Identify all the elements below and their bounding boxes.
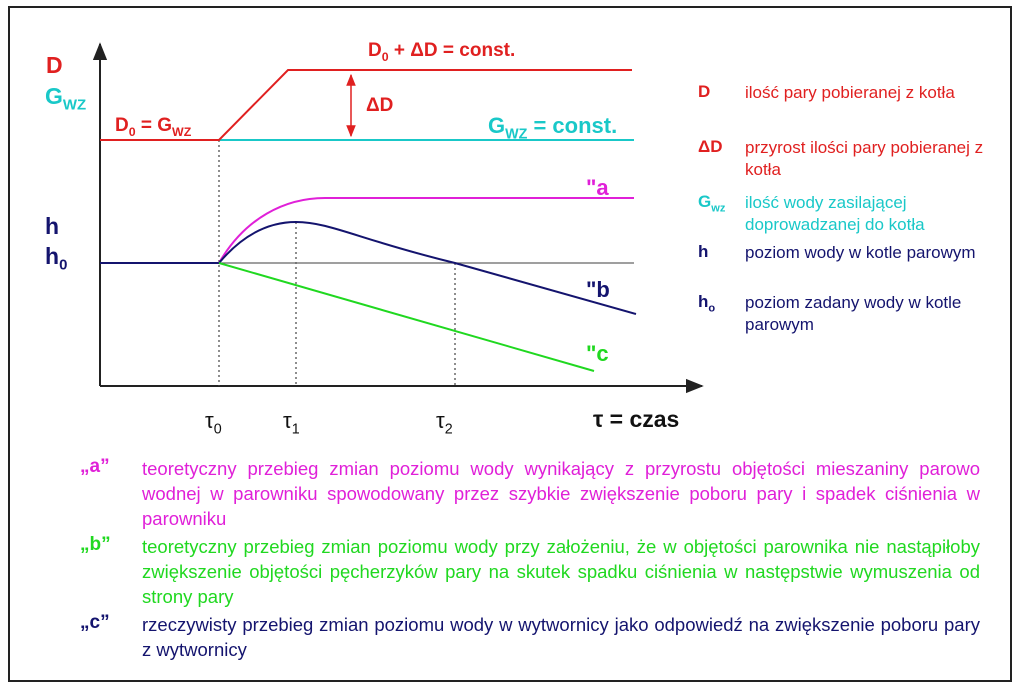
legend-text-gwz: ilość wody zasilającej doprowadzanej do … <box>745 193 925 234</box>
curve-b-theoretical <box>218 262 595 372</box>
legend-key-h0: ho <box>698 292 716 315</box>
legend-key-delta-d: ΔD <box>698 137 723 156</box>
legend-text-h: poziom wody w kotle parowym <box>745 243 976 262</box>
legend-key-d: D <box>698 82 711 101</box>
y-label-d: D <box>46 52 63 78</box>
tick-tau0: τ0 <box>205 408 222 438</box>
diagram-frame <box>8 6 1012 682</box>
note-key-a: „a” <box>80 456 110 477</box>
curve-b-label: "b <box>586 277 610 302</box>
legend-text-h0: poziom zadany wody w kotle parowym <box>745 293 962 334</box>
legend-text-d: ilość pary pobieranej z kotła <box>745 83 955 102</box>
d0-equals-gwz-label: D0 = GWZ <box>115 115 192 139</box>
note-text-c: rzeczywisty przebieg zmian poziomu wody … <box>142 614 980 660</box>
legend-text-delta-d: przyrost ilości pary pobieranej z kotła <box>745 138 984 179</box>
y-label-h: h <box>45 213 60 239</box>
y-label-gwz: GWZ <box>45 83 87 114</box>
legend-key-h: h <box>698 242 709 261</box>
curve-c-actual <box>218 220 637 315</box>
note-text-b: teoretyczny przebieg zmian poziomu wody … <box>142 536 980 607</box>
curve-a-label: "a <box>586 175 609 200</box>
d-line <box>100 69 632 141</box>
curve-c-label: "c <box>586 341 609 366</box>
legend-key-gwz: Gwz <box>698 192 726 215</box>
d0-plus-delta-label: D0 + ΔD = const. <box>368 40 516 64</box>
x-axis-label: τ = czas <box>593 406 680 432</box>
tick-tau1: τ1 <box>283 408 300 438</box>
note-key-b: „b” <box>80 534 111 555</box>
delta-d-label: ΔD <box>366 95 394 116</box>
note-key-c: „c” <box>80 612 110 633</box>
y-label-h0: h0 <box>45 243 68 274</box>
curve-a <box>218 197 634 264</box>
note-text-a: teoretyczny przebieg zmian poziomu wody … <box>142 458 980 529</box>
gwz-const-label: GWZ = const. <box>488 113 618 143</box>
tick-tau2: τ2 <box>436 408 453 438</box>
